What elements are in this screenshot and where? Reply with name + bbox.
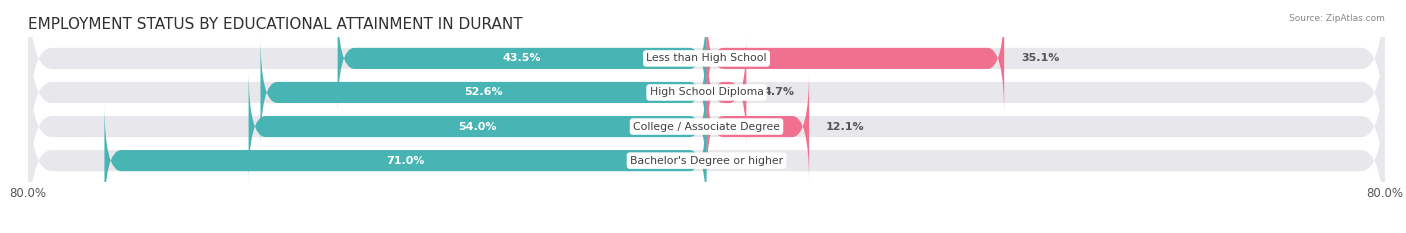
Text: EMPLOYMENT STATUS BY EDUCATIONAL ATTAINMENT IN DURANT: EMPLOYMENT STATUS BY EDUCATIONAL ATTAINM… [28,17,523,32]
Text: 4.7%: 4.7% [763,87,794,97]
FancyBboxPatch shape [337,1,707,116]
Text: Source: ZipAtlas.com: Source: ZipAtlas.com [1289,14,1385,23]
Text: 71.0%: 71.0% [387,156,425,166]
Text: Less than High School: Less than High School [647,53,766,63]
Text: High School Diploma: High School Diploma [650,87,763,97]
Text: 35.1%: 35.1% [1021,53,1060,63]
Text: 54.0%: 54.0% [458,122,496,132]
FancyBboxPatch shape [28,0,1385,143]
FancyBboxPatch shape [28,8,1385,177]
FancyBboxPatch shape [104,103,707,218]
Text: 12.1%: 12.1% [827,122,865,132]
FancyBboxPatch shape [707,1,1004,116]
Text: Bachelor's Degree or higher: Bachelor's Degree or higher [630,156,783,166]
FancyBboxPatch shape [28,76,1385,233]
Text: College / Associate Degree: College / Associate Degree [633,122,780,132]
FancyBboxPatch shape [707,35,747,150]
Text: 52.6%: 52.6% [464,87,503,97]
Text: 43.5%: 43.5% [503,53,541,63]
FancyBboxPatch shape [260,35,707,150]
Legend: In Labor Force, Unemployed: In Labor Force, Unemployed [600,229,813,233]
FancyBboxPatch shape [28,42,1385,211]
Text: 0.0%: 0.0% [724,156,754,166]
FancyBboxPatch shape [249,69,707,184]
FancyBboxPatch shape [707,69,808,184]
